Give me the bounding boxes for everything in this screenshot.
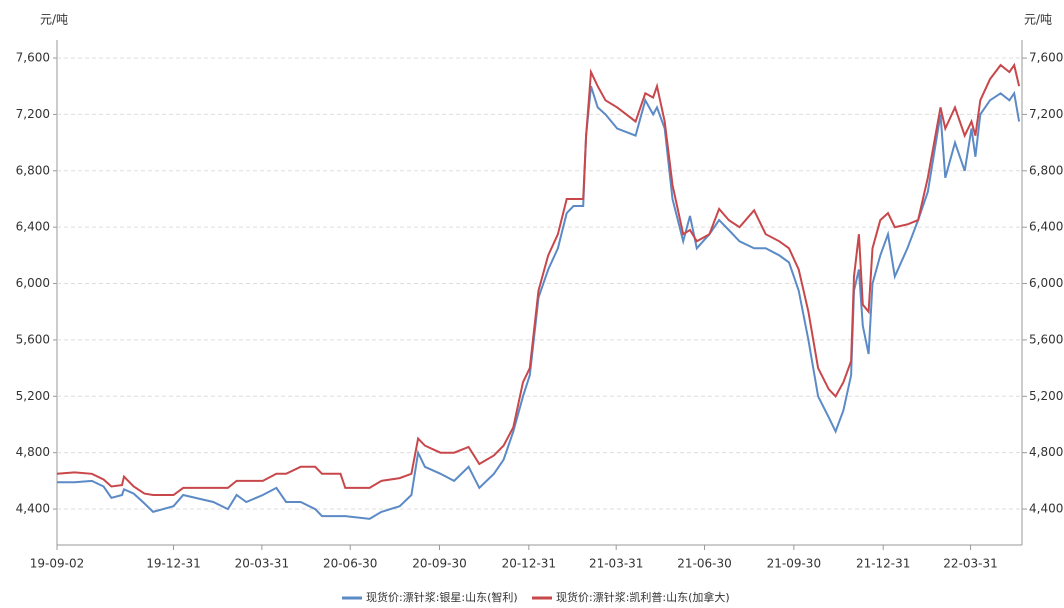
x-tick-label: 21-09-30 xyxy=(767,557,821,571)
y2-tick-label: 6,800 xyxy=(1029,163,1063,177)
y-tick-label: 6,000 xyxy=(16,276,50,290)
y-tick-label: 4,800 xyxy=(16,445,50,459)
y2-tick-label: 5,200 xyxy=(1029,389,1063,403)
x-tick-label: 21-06-30 xyxy=(677,557,731,571)
y2-tick-label: 4,800 xyxy=(1029,445,1063,459)
y-axis-label: 元/吨 xyxy=(40,13,68,27)
x-tick-label: 20-06-30 xyxy=(323,557,377,571)
y-tick-label: 6,400 xyxy=(16,220,50,234)
y-tick-label: 5,200 xyxy=(16,389,50,403)
y2-tick-label: 4,400 xyxy=(1029,502,1063,516)
x-tick-label: 20-03-31 xyxy=(235,557,289,571)
x-tick-label: 22-03-31 xyxy=(943,557,997,571)
y-tick-label: 6,800 xyxy=(16,163,50,177)
x-tick-label: 21-03-31 xyxy=(589,557,643,571)
y-tick-label: 5,600 xyxy=(16,332,50,346)
y2-axis-label: 元/吨 xyxy=(1024,13,1052,27)
series-line xyxy=(57,85,1021,520)
x-tick-label: 21-12-31 xyxy=(856,557,910,571)
y2-tick-label: 6,400 xyxy=(1029,220,1063,234)
x-tick-label: 19-12-31 xyxy=(146,557,200,571)
y2-tick-label: 7,600 xyxy=(1029,51,1063,65)
y-tick-label: 7,600 xyxy=(16,51,50,65)
series-line xyxy=(56,62,1021,496)
y-tick-label: 4,400 xyxy=(16,502,50,516)
y2-tick-label: 6,000 xyxy=(1029,276,1063,290)
y2-tick-label: 5,600 xyxy=(1029,332,1063,346)
x-tick-label: 20-12-31 xyxy=(502,557,556,571)
x-tick-label: 20-09-30 xyxy=(412,557,466,571)
y-tick-label: 7,200 xyxy=(16,107,50,121)
y2-tick-label: 7,200 xyxy=(1029,107,1063,121)
x-tick-label: 19-09-02 xyxy=(30,557,84,571)
legend-label: 现货价:漂针浆:银星:山东(智利) xyxy=(366,590,518,604)
legend-label: 现货价:漂针浆:凯利普:山东(加拿大) xyxy=(556,590,730,604)
